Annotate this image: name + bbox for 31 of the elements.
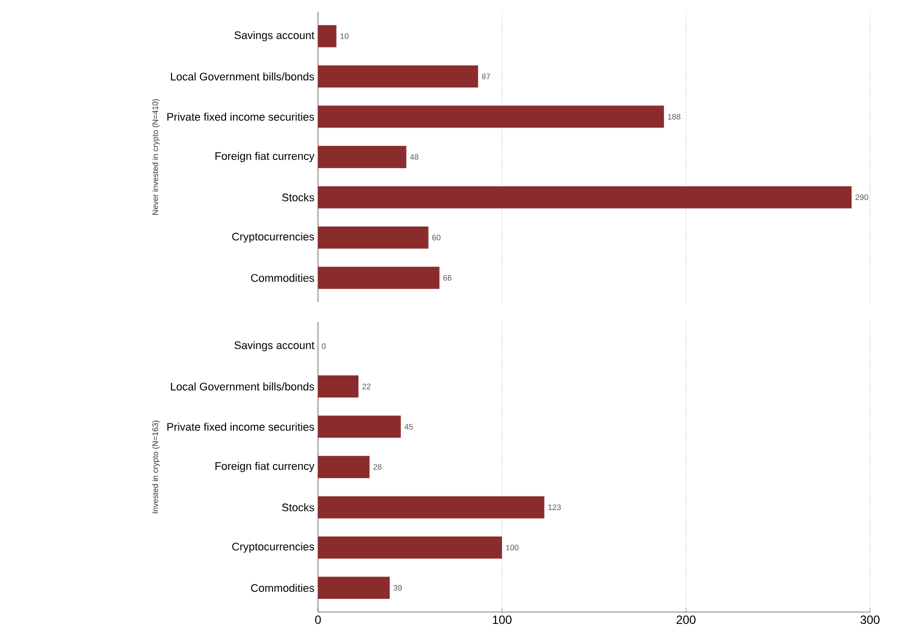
bar	[318, 456, 370, 478]
y-tick-label: Savings account	[234, 31, 314, 42]
x-tick-label: 200	[676, 616, 696, 624]
bar	[318, 496, 544, 518]
bar	[318, 536, 502, 559]
y-tick-label: Foreign fiat currency	[216, 152, 314, 162]
bar	[318, 146, 406, 168]
y-tick-label: Local Government bills/bonds	[171, 382, 314, 390]
y-tick-label: Cryptocurrencies	[232, 542, 314, 553]
x-tick-label: 0	[315, 616, 321, 624]
y-tick-label: Commodities	[251, 584, 314, 592]
bar	[318, 106, 664, 128]
bar	[318, 65, 478, 88]
y-tick-label: Savings account	[234, 341, 314, 352]
bar	[318, 266, 440, 289]
y-tick-label: Foreign fiat currency	[216, 462, 314, 472]
y-tick-label: Local Government bills/bonds	[171, 72, 314, 80]
y-tick-label: Stocks	[282, 193, 314, 202]
y-tick-label: Commodities	[251, 274, 314, 282]
bar	[318, 25, 336, 48]
y-tick-label: Private fixed income securities	[167, 422, 314, 431]
x-tick-label: 100	[492, 616, 512, 624]
y-tick-label: Stocks	[282, 503, 314, 512]
bar	[318, 576, 390, 599]
bar	[318, 186, 852, 208]
y-tick-label: Private fixed income securities	[167, 112, 314, 121]
bar	[318, 416, 401, 438]
bar	[318, 375, 358, 398]
x-tick-label: 300	[860, 616, 880, 624]
bar	[318, 226, 428, 249]
y-tick-label: Cryptocurrencies	[232, 232, 314, 243]
